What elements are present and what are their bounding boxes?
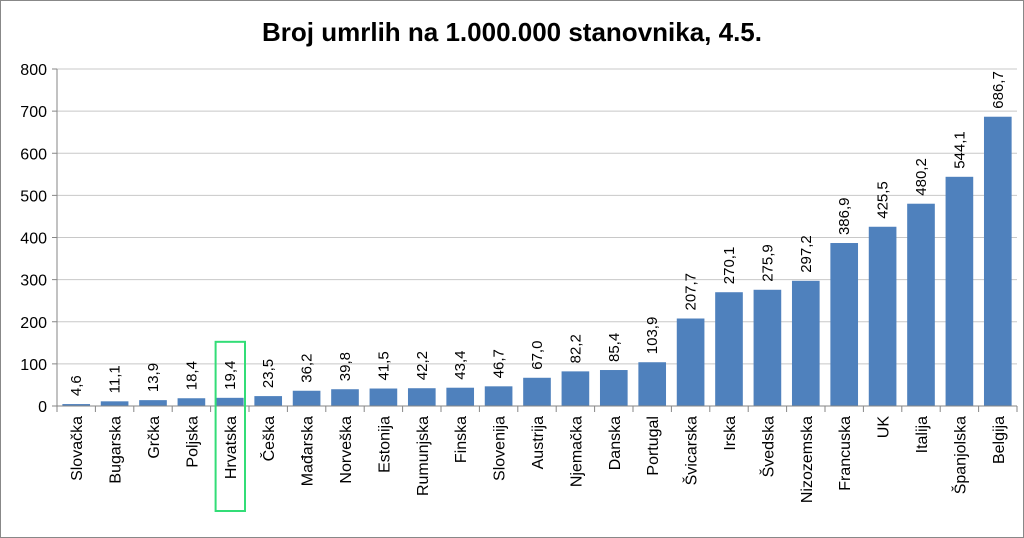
category-label: Slovačka [69, 416, 86, 481]
bars [62, 116, 1012, 406]
bar [484, 386, 513, 406]
y-tick-label: 500 [20, 188, 47, 205]
bar [254, 396, 283, 406]
y-tick-label: 700 [20, 104, 47, 121]
bar [907, 203, 935, 406]
bar [945, 176, 974, 406]
data-labels: 4,6 11,1 13,9 18,4 19,4 23,5 36,2 39,8 41,5 42,2 4… [68, 71, 1007, 396]
bar [177, 398, 206, 406]
category-label: Austrija [530, 416, 547, 469]
data-label: 480,2 [913, 158, 930, 196]
bar [100, 401, 129, 406]
category-label: Estonija [376, 416, 393, 473]
category-label: Portugal [645, 416, 662, 476]
bar [791, 280, 820, 406]
category-label: UK [876, 416, 893, 439]
data-label: 425,5 [875, 181, 892, 219]
category-label: Nizozemska [799, 416, 816, 503]
category-label: Slovenija [492, 416, 509, 481]
y-tick-label: 300 [20, 273, 47, 290]
bar [62, 404, 91, 406]
data-label: 82,2 [567, 334, 584, 363]
category-label: Finska [453, 416, 470, 463]
data-label: 275,9 [759, 244, 776, 282]
data-label: 23,5 [260, 359, 277, 388]
data-label: 39,8 [337, 352, 354, 381]
y-tick-label: 600 [20, 146, 47, 163]
category-label: Bugarska [108, 416, 125, 484]
y-axis: 0 100 200 300 400 500 600 700 800 [20, 62, 58, 416]
bar [753, 289, 782, 406]
data-label: 19,4 [222, 361, 239, 390]
category-label: Hrvatska [223, 416, 240, 479]
y-tick-label: 0 [38, 399, 47, 416]
category-label: Irska [722, 416, 739, 451]
y-tick-label: 800 [20, 62, 47, 79]
category-labels: Slovačka Bugarska Grčka Poljska Hrvatska Češk… [69, 416, 1008, 503]
category-label: Češka [259, 416, 278, 461]
data-label: 36,2 [299, 354, 316, 383]
y-tick-label: 100 [20, 357, 47, 374]
data-label: 297,2 [798, 235, 815, 273]
bar [369, 388, 398, 406]
data-label: 103,9 [644, 317, 661, 355]
bar [215, 397, 244, 406]
category-label: Francuska [837, 416, 854, 491]
data-label: 11,1 [107, 365, 124, 393]
data-label: 4,6 [68, 375, 85, 396]
category-label: Norveška [338, 416, 355, 484]
bar [523, 377, 551, 406]
category-label: Mađarska [300, 416, 317, 486]
bar [561, 371, 590, 406]
chart-title: Broj umrlih na 1.000.000 stanovnika, 4.5… [262, 17, 762, 47]
category-label: Švicarska [682, 416, 701, 485]
data-label: 386,9 [836, 197, 853, 235]
data-label: 270,1 [721, 247, 738, 285]
category-label: Španjolska [950, 416, 969, 494]
gridlines [57, 68, 1017, 365]
bar [830, 243, 859, 406]
x-axis [56, 405, 1018, 412]
category-label: Njemačka [568, 416, 585, 487]
data-label: 18,4 [183, 361, 200, 390]
bar [407, 388, 436, 406]
category-label: Rumunjska [415, 416, 432, 496]
data-label: 13,9 [145, 363, 162, 392]
data-label: 85,4 [606, 333, 623, 362]
category-label: Italija [914, 416, 931, 453]
bar [599, 370, 628, 406]
data-label: 43,4 [452, 351, 469, 380]
y-tick-label: 400 [20, 231, 47, 248]
category-label: Belgija [991, 416, 1008, 464]
category-label: Grčka [146, 416, 163, 459]
y-tick-label: 200 [20, 315, 47, 332]
bar [638, 362, 667, 406]
data-label: 544,1 [951, 131, 968, 169]
bar [868, 226, 897, 406]
bar [446, 387, 475, 406]
category-label: Poljska [184, 416, 201, 468]
data-label: 207,7 [683, 273, 700, 311]
data-label: 67,0 [529, 341, 546, 370]
data-label: 46,7 [491, 349, 508, 378]
data-label: 42,2 [414, 351, 431, 380]
bar [139, 400, 167, 406]
bar [676, 318, 705, 406]
bar [292, 390, 321, 406]
bar [983, 116, 1012, 406]
bar [331, 389, 359, 406]
category-label: Švedska [758, 416, 777, 477]
highlight-box [214, 340, 247, 513]
bar [715, 292, 743, 406]
data-label: 686,7 [990, 71, 1007, 109]
data-label: 41,5 [375, 351, 392, 380]
category-label: Danska [607, 416, 624, 470]
